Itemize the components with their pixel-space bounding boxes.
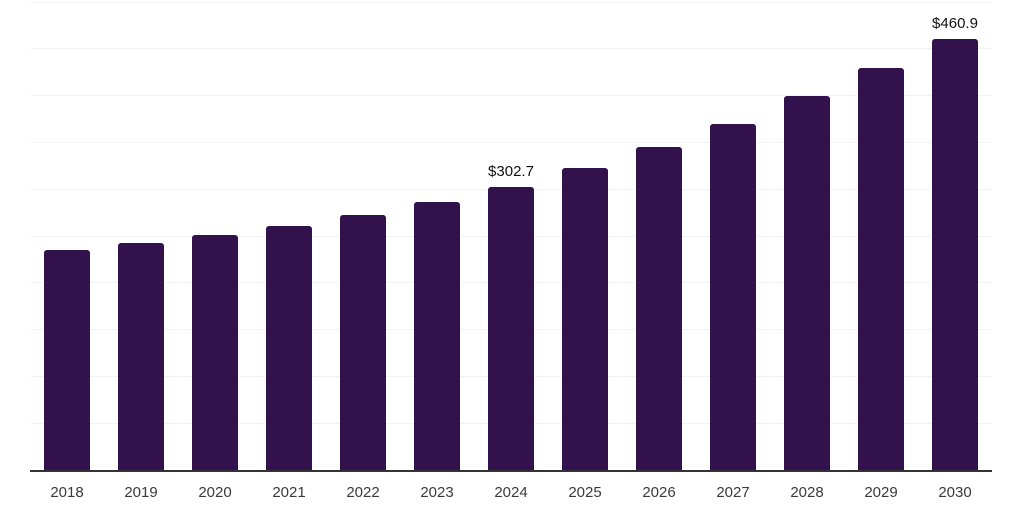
plot-area [30,0,992,472]
bar-2023 [414,202,460,470]
bar-2025 [562,167,608,470]
bar-2030 [932,38,978,470]
x-tick-2030: 2030 [938,484,972,501]
bar-2029 [858,68,904,470]
x-tick-2029: 2029 [864,484,898,501]
x-tick-2023: 2023 [420,484,454,501]
x-tick-2025: 2025 [568,484,602,501]
x-tick-2022: 2022 [346,484,380,501]
x-tick-2019: 2019 [124,484,158,501]
gridline-500 [30,1,992,3]
bar-2019 [118,243,164,470]
x-tick-2021: 2021 [272,484,306,501]
x-tick-2028: 2028 [790,484,824,501]
x-tick-2018: 2018 [50,484,84,501]
bar-2024 [488,186,534,470]
x-tick-2026: 2026 [642,484,676,501]
gridline-350 [30,141,992,143]
gridline-450 [30,48,992,50]
bar-2027 [710,123,756,470]
x-tick-2027: 2027 [716,484,750,501]
value-label-2024: $302.7 [488,162,534,180]
bar-2020 [192,234,238,470]
bar-2026 [636,147,682,470]
value-label-2030: $460.9 [932,14,978,32]
bar-2021 [266,226,312,470]
bar-2028 [784,95,830,470]
x-tick-2020: 2020 [198,484,232,501]
gridline-400 [30,95,992,97]
bar-2022 [340,215,386,470]
bar-2018 [44,250,90,470]
x-tick-2024: 2024 [494,484,528,501]
